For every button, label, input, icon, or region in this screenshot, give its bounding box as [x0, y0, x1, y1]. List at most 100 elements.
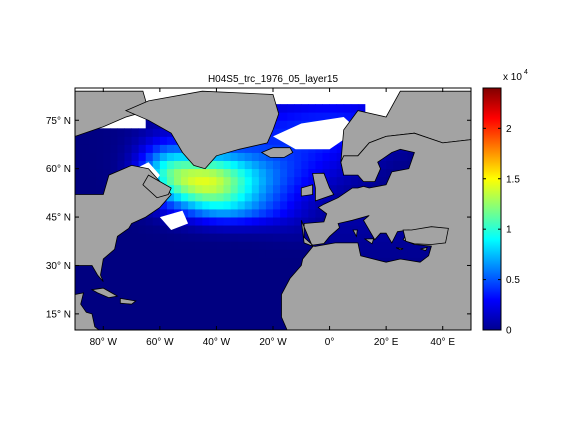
heatmap-cell [195, 200, 203, 210]
heatmap-cell [110, 297, 118, 307]
heatmap-cell [124, 313, 132, 323]
heatmap-cell [202, 321, 210, 330]
heatmap-cell [117, 313, 125, 323]
heatmap-cell [209, 289, 217, 299]
heatmap-cell [117, 265, 125, 274]
heatmap-cell [82, 289, 90, 299]
heatmap-cell [195, 233, 203, 242]
heatmap-cell [265, 241, 274, 250]
heatmap-cell [273, 233, 281, 242]
heatmap-cell [372, 176, 380, 186]
heatmap-cell [273, 136, 281, 145]
heatmap-cell [223, 192, 231, 202]
heatmap-cell [258, 152, 267, 161]
heatmap-cell [145, 273, 154, 282]
heatmap-cell [152, 249, 161, 258]
heatmap-cell [343, 104, 352, 113]
heatmap-cell [166, 192, 175, 202]
map-area [75, 88, 471, 330]
heatmap-cell [357, 249, 366, 258]
heatmap-cell [315, 104, 323, 113]
heatmap-cell [82, 176, 90, 186]
heatmap-cell [258, 305, 267, 315]
heatmap-cell [145, 297, 154, 307]
heatmap-cell [273, 289, 281, 299]
heatmap-cell [280, 168, 288, 178]
heatmap-cell [280, 176, 288, 186]
heatmap-cell [258, 273, 267, 282]
heatmap-cell [223, 176, 231, 186]
heatmap-cell [159, 249, 168, 258]
heatmap-cell [301, 112, 309, 121]
heatmap-cell [188, 184, 196, 194]
heatmap-cell [223, 265, 231, 274]
colorbar-multiplier: x 10 [503, 72, 522, 83]
heatmap-cell [336, 152, 345, 161]
heatmap-cell [294, 120, 302, 129]
heatmap-cell [287, 225, 295, 234]
heatmap-cell [131, 321, 140, 330]
x-axis-ticks: 80° W 60° W 40° W 20° W 0° 20° E 40° E [90, 88, 455, 348]
heatmap-cell [181, 209, 189, 218]
heatmap-cell [209, 305, 217, 315]
heatmap-cell [195, 257, 203, 266]
heatmap-cell [131, 152, 140, 161]
heatmap-cell [230, 152, 239, 161]
heatmap-cell [174, 144, 182, 153]
y-tick-label: 45° N [46, 213, 71, 224]
heatmap-cell [152, 128, 161, 137]
heatmap-cell [237, 321, 246, 330]
heatmap-cell [202, 217, 210, 226]
heatmap-cell [138, 289, 147, 299]
heatmap-cell [223, 321, 231, 330]
heatmap-cell [152, 265, 161, 274]
heatmap-cell [315, 200, 323, 210]
heatmap-cell [223, 257, 231, 266]
y-tick-label: 60° N [46, 164, 71, 175]
heatmap-cell [89, 128, 97, 137]
heatmap-cell [82, 144, 90, 153]
heatmap-cell [251, 273, 260, 282]
heatmap-cell [364, 249, 373, 258]
heatmap-cell [308, 160, 316, 170]
heatmap-cell [280, 257, 288, 266]
heatmap-cell [159, 297, 168, 307]
heatmap-cell [294, 184, 302, 194]
heatmap-cell [166, 289, 175, 299]
heatmap-cell [174, 200, 182, 210]
heatmap-cell [124, 249, 132, 258]
heatmap-cell [294, 104, 302, 113]
heatmap-cell [244, 160, 253, 170]
heatmap-cell [209, 297, 217, 307]
heatmap-cell [258, 321, 267, 330]
land-polygon [402, 226, 449, 245]
heatmap-cell [75, 184, 83, 194]
heatmap-cell [223, 241, 231, 250]
land-polygon [281, 132, 471, 330]
heatmap-cell [75, 265, 83, 274]
heatmap-cell [89, 136, 97, 145]
heatmap-cell [223, 168, 231, 178]
heatmap-cell [181, 305, 189, 315]
heatmap-cell [195, 176, 203, 186]
heatmap-cell [336, 144, 345, 153]
heatmap-cell [174, 297, 182, 307]
heatmap-cell [294, 209, 302, 218]
heatmap-cell [350, 104, 359, 113]
heatmap-cell [110, 144, 118, 153]
heatmap-cell [195, 305, 203, 315]
heatmap-cell [308, 200, 316, 210]
heatmap-cell [287, 200, 295, 210]
heatmap-cell [393, 233, 401, 242]
land-polygon [352, 229, 358, 238]
heatmap-cell [159, 265, 168, 274]
heatmap-cell [315, 209, 323, 218]
heatmap-cell [379, 168, 387, 178]
heatmap-cell [103, 160, 111, 170]
heatmap-cell [181, 281, 189, 291]
heatmap-cell [343, 176, 352, 186]
heatmap-cell [244, 297, 253, 307]
heatmap-cell [294, 192, 302, 202]
heatmap-cell [166, 168, 175, 178]
heatmap-cell [379, 160, 387, 170]
